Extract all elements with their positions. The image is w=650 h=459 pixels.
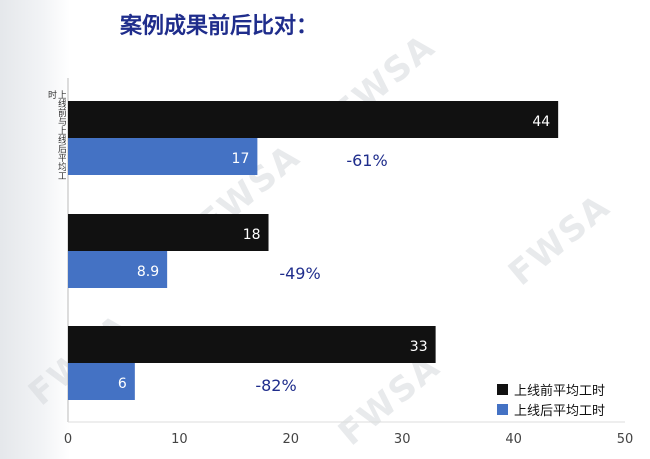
- data-label-before: 33: [410, 339, 428, 355]
- bar-before: [68, 214, 269, 251]
- x-tick-label: 50: [617, 432, 634, 447]
- legend-item-before: 上线前平均工时: [497, 380, 605, 399]
- legend-item-after: 上线后平均工时: [497, 400, 605, 419]
- bar-before: [68, 326, 436, 363]
- bar-after: [68, 251, 168, 288]
- change-percent-label: -61%: [346, 151, 387, 170]
- x-tick-label: 0: [64, 432, 72, 447]
- data-label-after: 17: [232, 151, 250, 167]
- x-tick-label: 10: [171, 432, 188, 447]
- x-tick-label: 20: [283, 432, 300, 447]
- data-label-after: 6: [118, 376, 127, 392]
- data-label-before: 18: [243, 227, 261, 243]
- chart-title: 案例成果前后比对：: [120, 14, 319, 39]
- change-percent-label: -49%: [279, 264, 320, 283]
- data-label-after: 8.9: [137, 264, 159, 280]
- bar-before: [68, 101, 559, 138]
- bar-after: [68, 138, 258, 175]
- change-percent-label: -82%: [255, 376, 296, 395]
- legend-label-after: 上线后平均工时: [514, 404, 606, 419]
- legend-swatch-before: [497, 384, 508, 395]
- x-tick-label: 40: [505, 432, 522, 447]
- y-category-label: 上线前与上线后平均工时: [48, 90, 66, 180]
- background-panel: [0, 0, 70, 459]
- bar-after: [68, 363, 135, 400]
- legend-label-before: 上线前平均工时: [514, 384, 606, 399]
- data-label-before: 44: [532, 114, 550, 130]
- legend-swatch-after: [497, 404, 508, 415]
- x-tick-label: 30: [394, 432, 411, 447]
